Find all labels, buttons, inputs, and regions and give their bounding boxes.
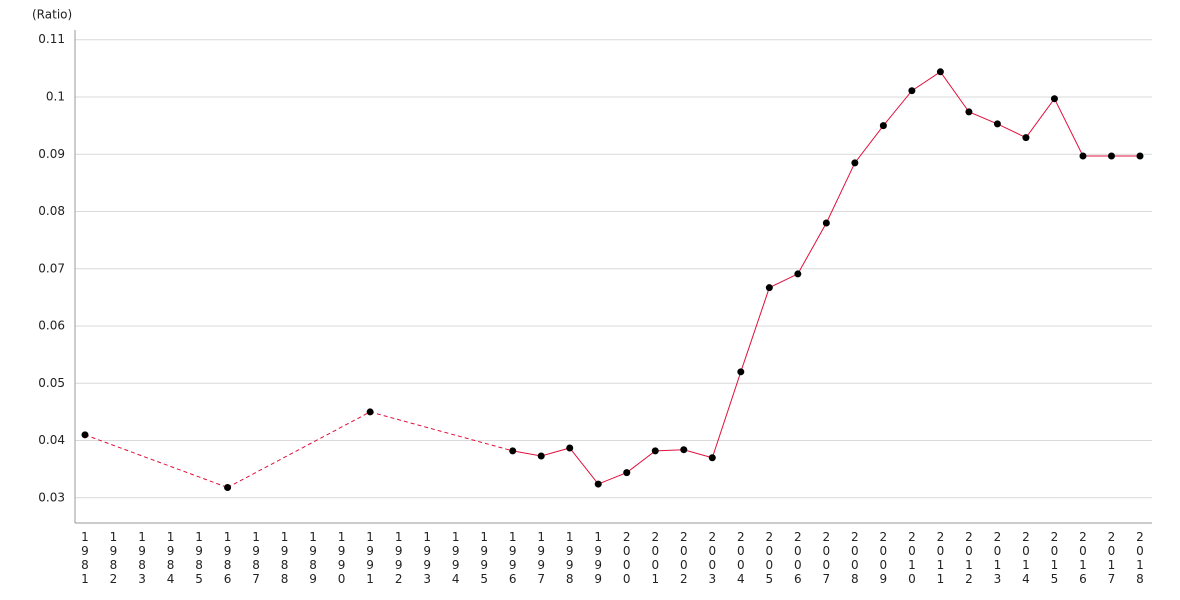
data-point: [224, 483, 232, 491]
x-tick-label: 2000: [622, 530, 631, 586]
data-point: [879, 122, 887, 130]
x-tick-label: 2002: [679, 530, 688, 586]
data-point: [1136, 152, 1144, 160]
data-point: [794, 270, 802, 278]
data-point: [908, 87, 916, 95]
y-tick-label: 0.03: [38, 490, 65, 504]
data-point: [566, 444, 574, 452]
data-point: [81, 431, 89, 439]
x-tick-label: 1985: [195, 530, 203, 586]
x-tick-label: 2012: [965, 530, 973, 586]
x-tick-label: 2008: [851, 530, 859, 586]
x-tick-label: 2013: [993, 530, 1002, 586]
x-tick-label: 1981: [81, 530, 89, 586]
data-point: [737, 368, 745, 376]
x-tick-label: 1998: [565, 530, 574, 586]
x-tick-label: 2005: [765, 530, 774, 586]
data-point: [936, 68, 944, 76]
x-tick-label: 2006: [794, 530, 802, 586]
series-line: [512, 71, 1140, 485]
x-tick-label: 2001: [651, 530, 660, 586]
y-tick-label: 0.07: [38, 261, 65, 275]
y-tick-label: 0.09: [38, 147, 65, 161]
y-tick-label: 0.11: [38, 32, 65, 46]
data-point: [851, 159, 859, 167]
data-point: [1022, 134, 1030, 142]
gap-connector: [84, 434, 228, 488]
x-tick-label: 2004: [736, 530, 745, 586]
x-tick-label: 2014: [1022, 530, 1030, 586]
x-tick-label: 2010: [908, 530, 916, 586]
data-point: [680, 446, 688, 454]
data-point: [765, 284, 773, 292]
data-point: [993, 120, 1001, 128]
y-tick-label: 0.04: [38, 433, 65, 447]
x-tick-label: 2007: [822, 530, 831, 586]
x-tick-label: 2011: [936, 530, 945, 586]
x-tick-label: 1993: [423, 530, 431, 586]
data-point: [537, 452, 545, 460]
data-point: [623, 469, 631, 477]
y-tick-label: 0.06: [38, 319, 65, 333]
data-point: [708, 454, 716, 462]
x-tick-label: 2016: [1079, 530, 1087, 586]
x-tick-label: 1996: [508, 530, 517, 586]
y-tick-label: 0.1: [46, 89, 65, 103]
data-point: [1107, 152, 1115, 160]
x-tick-label: 1984: [166, 530, 175, 586]
x-tick-label: 1994: [451, 530, 460, 586]
data-point: [1079, 152, 1087, 160]
data-point: [366, 408, 374, 416]
gap-connector: [370, 411, 513, 452]
x-tick-label: 1987: [252, 530, 260, 586]
x-tick-label: 1992: [394, 530, 403, 586]
data-point: [651, 447, 659, 455]
x-tick-label: 1995: [480, 530, 488, 586]
x-tick-label: 1982: [109, 530, 118, 586]
x-tick-label: 2018: [1136, 530, 1144, 586]
data-point: [1050, 95, 1058, 103]
x-tick-label: 2003: [708, 530, 717, 586]
y-tick-label: 0.05: [38, 376, 65, 390]
data-point: [509, 447, 517, 455]
data-point: [965, 108, 973, 116]
x-tick-label: 1988: [280, 530, 289, 586]
y-tick-label: 0.08: [38, 204, 65, 218]
gap-connector: [227, 411, 371, 488]
x-tick-label: 1983: [138, 530, 146, 586]
x-tick-label: 1991: [366, 530, 374, 586]
data-point: [594, 480, 602, 488]
x-tick-label: 2017: [1107, 530, 1116, 586]
x-tick-label: 1999: [594, 530, 603, 586]
x-tick-label: 1986: [223, 530, 232, 586]
x-tick-label: 2009: [879, 530, 888, 586]
x-tick-label: 2015: [1050, 530, 1059, 586]
x-tick-label: 1997: [537, 530, 546, 586]
y-axis-label: (Ratio): [32, 8, 72, 22]
x-tick-label: 1989: [309, 530, 317, 586]
data-point: [822, 219, 830, 227]
x-tick-label: 1990: [337, 530, 346, 586]
